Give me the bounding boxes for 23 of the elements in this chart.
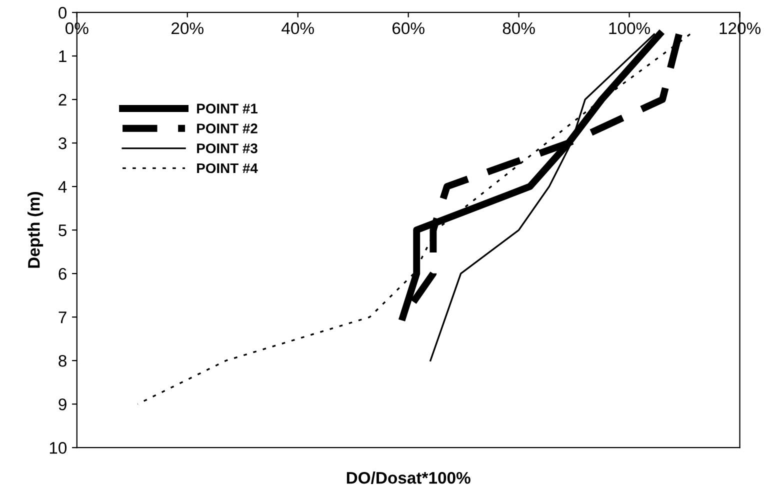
y-tick-label: 6	[58, 268, 66, 280]
legend-label: POINT #1	[197, 104, 258, 114]
x-tick-label: 80%	[502, 22, 535, 34]
legend-label: POINT #4	[197, 163, 258, 174]
y-tick-label: 7	[58, 312, 66, 324]
x-tick-label: 60%	[392, 22, 424, 34]
legend-label: POINT #3	[197, 143, 258, 154]
y-tick-label: 8	[58, 354, 66, 367]
y-tick-label: 3	[58, 137, 66, 150]
y-tick-label: 9	[58, 398, 66, 410]
y-tick-label: 10	[50, 442, 67, 454]
y-tick-label: 0	[58, 6, 67, 19]
x-axis-title: DO/Dosat*100%	[346, 472, 470, 484]
y-axis-title: Depth (m)	[28, 192, 44, 268]
line-series	[136, 33, 691, 405]
legend-label: POINT #2	[197, 124, 258, 134]
y-tick-label: 2	[58, 94, 66, 106]
x-tick-label: 40%	[282, 22, 314, 34]
x-tick-label: 100%	[609, 22, 650, 34]
y-tick-label: 1	[59, 50, 66, 62]
x-tick-label: 20%	[172, 22, 204, 34]
y-tick-label: 4	[58, 181, 67, 193]
y-tick-label: 5	[58, 224, 66, 236]
